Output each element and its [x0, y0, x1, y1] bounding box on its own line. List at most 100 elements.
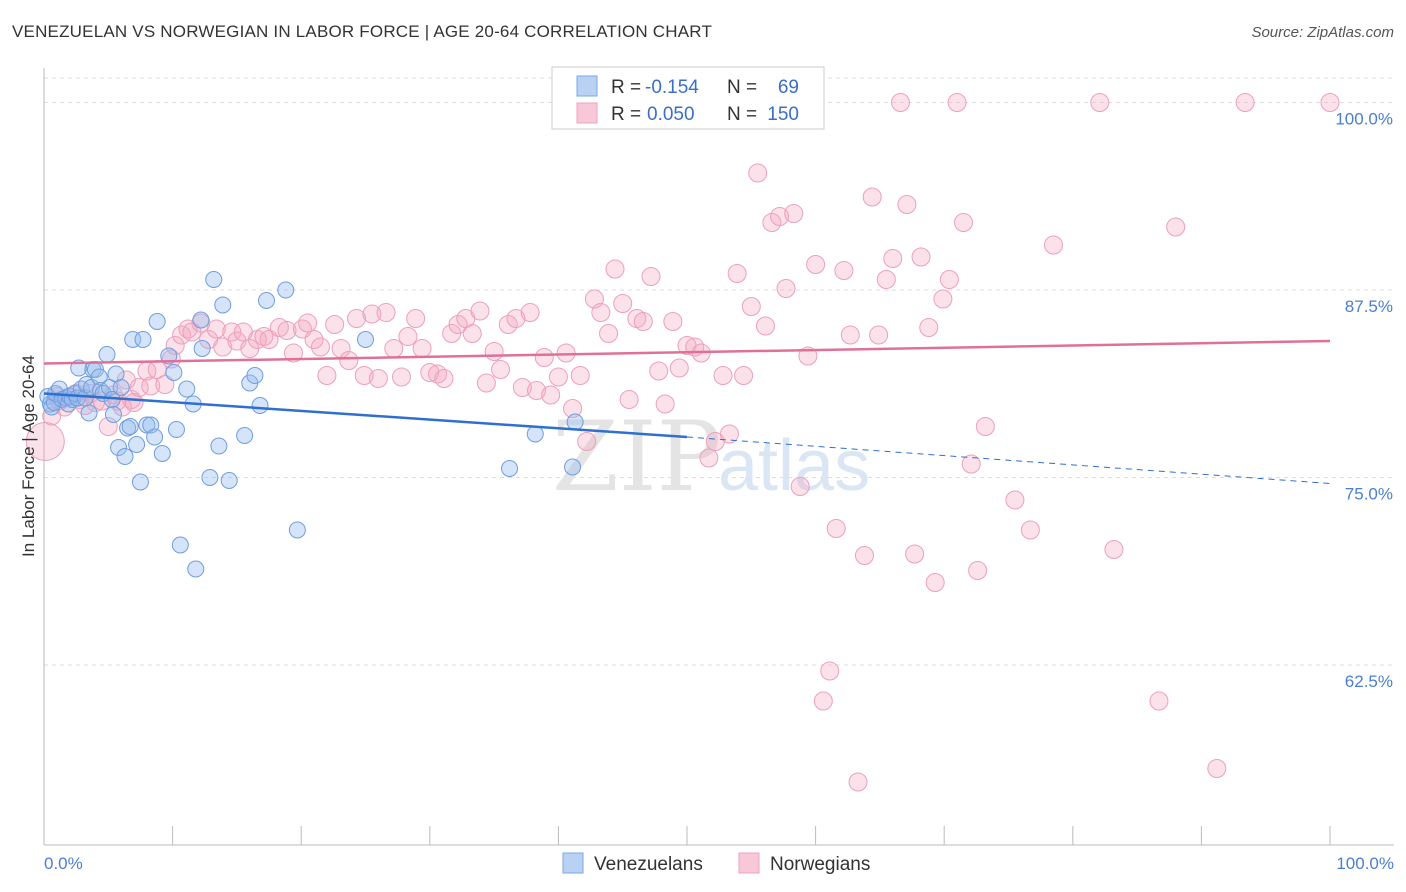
norwegians-point [719, 424, 739, 444]
legend: R = -0.154 N = 69 R = 0.050 N = 150 [551, 66, 825, 130]
axes [43, 68, 1394, 846]
norwegians-point [448, 315, 468, 334]
x-tick-label-max: 100.0% [1336, 854, 1394, 873]
bottom-legend-swatch-norwegians [738, 852, 760, 874]
venezuelans-point [187, 560, 205, 578]
legend-n-value-1: 69 [778, 77, 799, 98]
legend-swatch-venezuelans [576, 75, 598, 97]
source-label: Source: ZipAtlas.com [1251, 24, 1394, 41]
norwegians-point [498, 315, 518, 334]
venezuelans-trend-line [43, 392, 688, 439]
norwegians-point [876, 270, 896, 289]
norwegians-point [346, 309, 366, 328]
venezuelans-point [277, 281, 295, 299]
norwegians-point [649, 361, 669, 381]
norwegians-point [968, 561, 988, 580]
bottom-legend-venezuelans: Venezuelans [594, 854, 703, 875]
norwegians-point [506, 309, 526, 328]
venezuelans-point [110, 439, 128, 456]
norwegians-point [325, 315, 345, 334]
norwegians-point [883, 249, 903, 268]
norwegians-point [770, 207, 790, 226]
norwegians-point [339, 351, 359, 370]
norwegians-point [820, 661, 840, 681]
legend-n-value-2: 150 [767, 104, 799, 125]
norwegians-point [213, 337, 233, 357]
norwegians-point [283, 343, 303, 363]
venezuelans-point [121, 418, 139, 435]
norwegians-point [155, 375, 175, 394]
x-tick-label-min: 0.0% [44, 854, 83, 873]
venezuelans-point [98, 346, 116, 363]
norwegians-point [890, 93, 910, 112]
norwegians-point [534, 348, 554, 367]
norwegians-point [813, 691, 833, 711]
bottom-legend-swatch-venezuelans [562, 852, 584, 874]
venezuelans-point [214, 296, 232, 314]
venezuelans-point [251, 397, 269, 414]
norwegians-point [298, 313, 318, 333]
norwegians-point [669, 358, 689, 378]
norwegians-point [619, 390, 639, 409]
norwegians-point [1149, 691, 1169, 711]
y-tick-labels: 62.5% 75.0% 87.5% 100.0% [1335, 110, 1393, 692]
venezuelans-point [124, 331, 142, 348]
norwegians-point [556, 343, 576, 363]
norwegians-point [599, 324, 619, 343]
y-tick-label: 100.0% [1335, 110, 1393, 129]
venezuelans-point [104, 406, 122, 423]
venezuelans-point [138, 416, 156, 434]
norwegians-point [310, 337, 330, 357]
y-tick-label: 62.5% [1345, 672, 1393, 691]
norwegians-point [784, 204, 804, 223]
venezuelans-trend-extension [686, 436, 1331, 484]
norwegians-point [1044, 235, 1064, 255]
legend-r-value-2: 0.050 [647, 104, 695, 125]
norwegians-point [1320, 93, 1340, 112]
venezuelans-point [131, 473, 149, 491]
legend-swatch-norwegians [576, 102, 598, 124]
y-tick-label: 87.5% [1345, 297, 1393, 316]
venezuelans-point [178, 380, 196, 398]
norwegians-point [1005, 490, 1025, 510]
venezuelans-point [201, 469, 219, 486]
norwegians-point [699, 448, 719, 468]
venezuelans-point [165, 364, 183, 381]
norwegians-points [25, 93, 1340, 792]
venezuelans-point [357, 331, 374, 348]
norwegians-point [776, 279, 796, 298]
norwegians-point [947, 93, 967, 112]
norwegians-point [633, 312, 653, 331]
norwegians-point [420, 363, 440, 382]
norwegians-point [577, 432, 597, 451]
norwegians-point [462, 324, 482, 343]
norwegians-point [953, 213, 973, 232]
norwegians-point [869, 325, 889, 345]
venezuelans-point [77, 376, 95, 393]
venezuelans-point [153, 445, 171, 462]
norwegians-point [655, 394, 675, 414]
norwegians-point [919, 318, 939, 337]
norwegians-point [165, 336, 185, 355]
norwegians-point [755, 316, 775, 336]
trend-lines [43, 339, 1331, 484]
norwegians-point [368, 369, 388, 388]
x-ticks [43, 826, 1331, 845]
norwegians-point [484, 342, 504, 361]
norwegians-point [434, 369, 454, 388]
norwegians-point [641, 267, 661, 286]
venezuelans-point [193, 340, 211, 357]
norwegians-point [734, 366, 754, 385]
venezuelans-point [119, 419, 137, 437]
norwegians-point [975, 417, 995, 436]
norwegians-point [527, 381, 547, 400]
norwegians-point [541, 385, 561, 405]
venezuelans-point [167, 421, 185, 438]
norwegians-point [848, 772, 868, 792]
venezuelans-point [90, 368, 108, 386]
venezuelans-point [192, 311, 210, 329]
norwegians-point [563, 399, 583, 418]
norwegians-point [1235, 93, 1255, 112]
norwegians-point [790, 477, 810, 496]
legend-n-label-2: N = [727, 104, 757, 125]
